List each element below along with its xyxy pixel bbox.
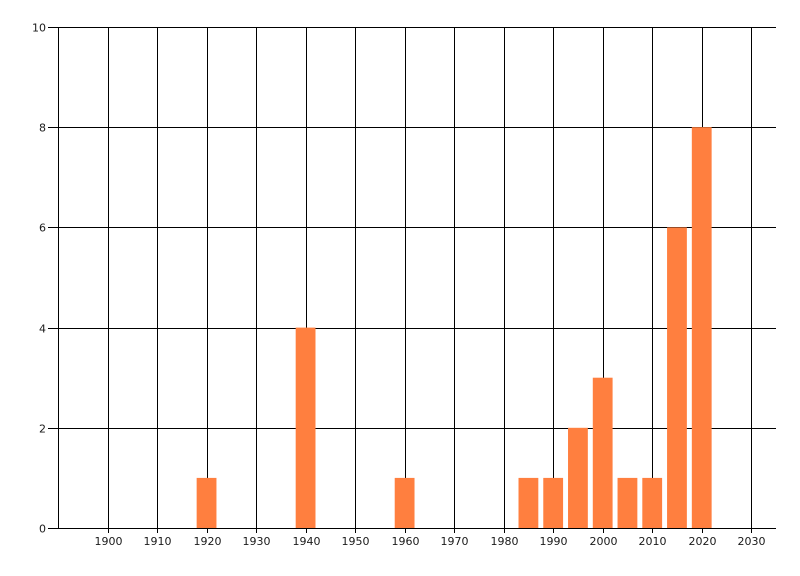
y-tick-label: 6 [39,222,46,235]
tick-labels: 1900 1910 1920 1930 1940 1950 1960 1970 1980 1990… [32,22,766,549]
x-tick-label: 1980 [491,535,519,548]
bar-2010 [642,477,663,528]
bar-1940 [295,327,316,528]
bar-1920 [196,477,217,528]
y-tick-label: 0 [39,523,46,536]
x-tick-label: 2020 [689,535,717,548]
axes [58,27,776,529]
x-tick-label: 1930 [243,535,271,548]
bar-1990 [543,477,564,528]
y-tick-label: 8 [39,122,46,135]
x-tick-label: 2010 [639,535,667,548]
y-tick-label: 2 [39,423,46,436]
x-tick-label: 1950 [342,535,370,548]
bar-2020 [691,127,712,528]
bars [196,127,712,528]
x-tick-label: 1990 [540,535,568,548]
bar-1995 [568,427,588,528]
x-tick-label: 1940 [293,535,321,548]
x-tick-label: 1900 [95,535,123,548]
y-tick-label: 10 [32,22,46,35]
x-tick-label: 1920 [194,535,222,548]
bar-2015 [667,227,687,528]
x-tick-label: 2000 [590,535,618,548]
y-tick-label: 4 [39,323,46,336]
x-tick-label: 1960 [392,535,420,548]
x-tick-label: 2030 [738,535,766,548]
gridlines [48,27,776,533]
x-tick-label: 1970 [441,535,469,548]
x-tick-label: 1910 [144,535,172,548]
bar-2000 [592,377,613,528]
bar-1960 [394,477,415,528]
bar-1985 [518,477,539,528]
bar-2005 [617,477,638,528]
